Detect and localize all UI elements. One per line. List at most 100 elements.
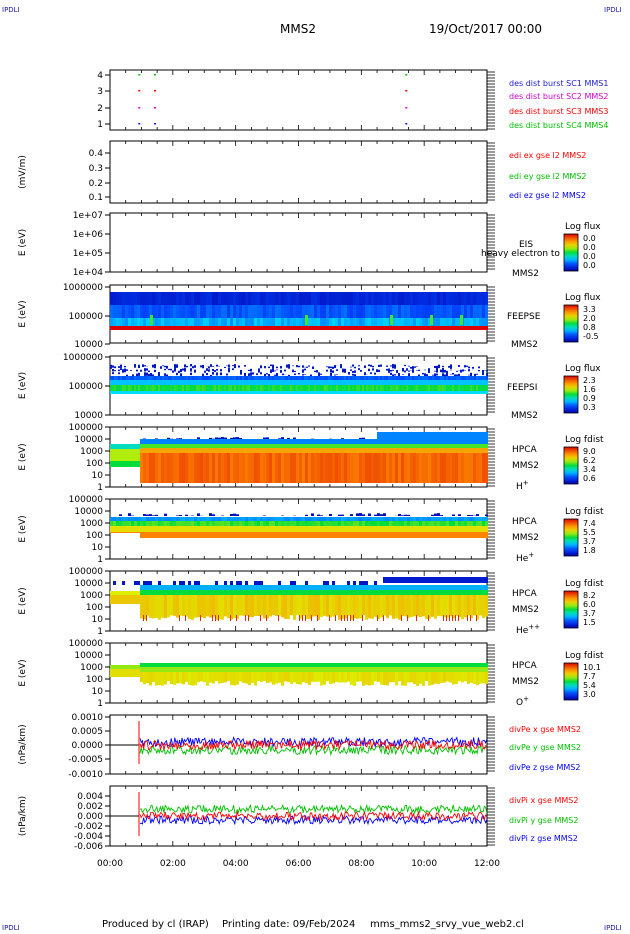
spectrogram-cell — [236, 444, 239, 448]
spectrogram-cell — [338, 439, 341, 444]
spectrogram-cell — [239, 663, 242, 667]
spectrogram-cell — [401, 432, 404, 444]
spectrogram-cell — [390, 380, 392, 385]
spectrogram-cell — [338, 667, 341, 672]
spectrogram-cell — [383, 595, 386, 616]
spectrogram-cell — [386, 326, 389, 330]
spectrogram-cell — [398, 521, 401, 526]
spectrogram-cell — [389, 585, 392, 590]
spectrogram-cell — [128, 595, 131, 604]
spectrogram-cell — [353, 663, 356, 667]
spectrogram-cell — [305, 305, 308, 318]
spectrogram-cell — [116, 391, 118, 394]
spectrogram-cell — [125, 669, 128, 677]
spectrogram-cell — [382, 385, 384, 391]
spectrogram-cell — [302, 532, 305, 538]
spectrogram-cell — [353, 305, 356, 318]
spectrogram-cell — [473, 595, 476, 616]
spectrogram-cell — [396, 391, 398, 394]
spectrogram-cell — [209, 513, 212, 516]
spectrogram-cell — [266, 532, 269, 538]
spectrogram-cell — [182, 292, 185, 305]
spectrogram-cell — [185, 521, 188, 526]
spectrogram-cell — [158, 292, 161, 305]
spectrogram-cell — [473, 590, 476, 595]
y-tick-label: 10 — [92, 687, 104, 697]
spectrogram-cell — [122, 449, 125, 461]
y-tick-label: 0.4 — [89, 149, 104, 159]
spectrogram-cell — [380, 663, 383, 667]
spectrogram-cell — [326, 391, 328, 394]
spectrogram-cell — [182, 385, 184, 391]
spectrogram-cell — [392, 364, 394, 369]
spectrogram-cell — [150, 372, 152, 377]
spectrogram-cell — [152, 380, 154, 385]
spectrogram-cell — [336, 380, 338, 385]
spectrogram-cell — [398, 663, 401, 667]
spectrogram-cell — [248, 667, 251, 672]
spectrogram-cell — [360, 380, 362, 385]
spectrogram-cell — [440, 444, 443, 448]
spectrogram-cell — [288, 374, 290, 377]
spectrogram-cell — [434, 376, 436, 380]
spectrogram-cell — [370, 376, 372, 380]
spectrogram-cell — [122, 532, 125, 533]
spectrogram-cell — [290, 380, 292, 385]
spectrogram-cell — [416, 365, 418, 367]
spectrogram-cell — [308, 318, 311, 326]
spectrogram-cell — [144, 376, 146, 380]
y-tick-label: 10000 — [74, 651, 103, 661]
spectrogram-cell — [116, 385, 118, 391]
spectrogram-cell — [146, 672, 149, 684]
spectrogram-cell — [228, 391, 230, 394]
spectrogram-cell — [206, 521, 209, 526]
spectrogram-cell — [479, 453, 482, 483]
spectrogram-cell — [260, 672, 263, 682]
spectrogram-cell — [137, 449, 140, 461]
y-tick-label: 1e+06 — [73, 230, 104, 240]
spectrogram-cell — [282, 376, 284, 380]
spectrogram-cell — [474, 373, 476, 376]
spectrogram-cell — [404, 432, 407, 444]
spectrogram-cell — [326, 318, 329, 326]
spectrogram-cell — [280, 370, 282, 373]
spectrogram-cell — [186, 365, 188, 368]
spectrogram-cell — [272, 521, 275, 526]
spectrogram-cell — [323, 305, 326, 318]
spectrogram-cell — [425, 667, 428, 672]
spectrogram-cell — [392, 385, 394, 391]
spectrogram-cell — [464, 526, 467, 532]
spectrogram-cell — [404, 318, 407, 326]
spectrogram-cell — [119, 326, 122, 330]
spectrogram-cell — [304, 391, 306, 394]
spectrogram-cell — [260, 453, 263, 483]
spectrogram-cell — [422, 590, 425, 595]
spectrogram-cell — [332, 526, 335, 532]
colorbar — [563, 518, 579, 557]
spectrogram-cell — [224, 532, 227, 538]
spectrogram-cell — [137, 591, 140, 595]
y-tick-label: 0.1 — [89, 193, 103, 203]
spectrogram-cell — [206, 585, 209, 590]
spectrogram-cell — [248, 391, 250, 394]
spectrogram-cell — [449, 521, 452, 526]
spectrogram-cell — [218, 453, 221, 483]
spectrogram-cell — [440, 305, 443, 318]
spectrogram-cell — [326, 380, 328, 385]
spectrogram-cell — [128, 532, 131, 533]
spectrogram-cell — [335, 318, 338, 326]
spectrogram-cell — [152, 585, 155, 590]
spectrogram-cell — [245, 517, 248, 521]
colorbar-tick-label: 2.0 — [583, 314, 596, 323]
spectrogram-cell — [125, 444, 128, 449]
spectrogram-cell — [284, 532, 287, 538]
spectrogram-cell — [473, 667, 476, 672]
spectrogram-cell — [131, 515, 134, 516]
spectrogram-cell — [287, 667, 290, 672]
spectrogram-cell — [131, 444, 134, 449]
spectrogram-cell — [338, 532, 341, 538]
spectrogram-cell — [269, 444, 272, 448]
legend-entry: divPi y gse MMS2 — [509, 816, 578, 825]
spectrogram-cell — [234, 376, 236, 380]
spectrogram-cell — [340, 391, 342, 394]
